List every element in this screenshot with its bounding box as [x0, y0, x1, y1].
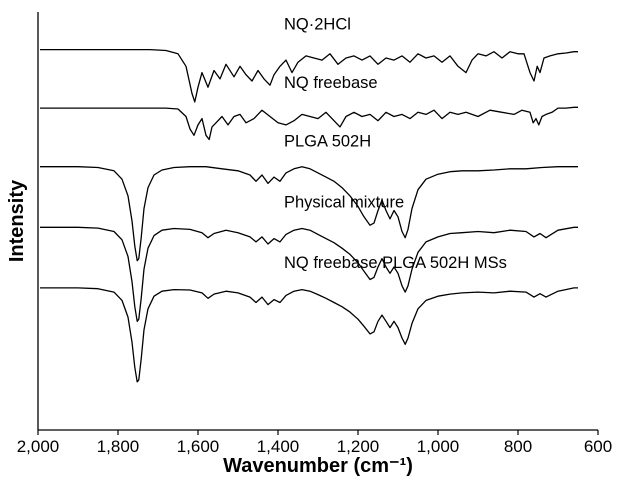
series-label-4: Physical mixture	[284, 193, 404, 211]
y-axis-title: Intensity	[6, 179, 28, 262]
series-line-4	[40, 226, 578, 322]
series-labels: NQ·2HCl NQ freebase PLGA 502H Physical mixt…	[284, 16, 507, 272]
x-ticks: 2,000 1,800 1,600 1,400 1,200 1,000 800 600	[17, 430, 612, 456]
x-tick-label: 800	[504, 437, 532, 456]
series-label-3: PLGA 502H	[284, 133, 371, 151]
x-tick-label: 1,800	[97, 437, 140, 456]
x-axis-title: Wavenumber (cm⁻¹)	[223, 455, 413, 477]
x-tick-label: 1,400	[257, 437, 300, 456]
x-tick-label: 1,200	[337, 437, 380, 456]
x-tick-label: 1,600	[177, 437, 220, 456]
series-line-1	[40, 48, 578, 103]
series-label-2: NQ freebase	[284, 74, 378, 92]
x-tick-label: 1,000	[417, 437, 460, 456]
x-tick-label: 2,000	[17, 437, 60, 456]
axes	[37, 12, 598, 431]
series-line-3	[40, 166, 578, 262]
x-tick-label: 600	[584, 437, 612, 456]
series-line-5	[40, 287, 578, 383]
series-label-1: NQ·2HCl	[284, 16, 351, 34]
series-line-2	[40, 106, 578, 141]
series-label-5: NQ freebase PLGA 502H MSs	[284, 254, 507, 272]
series-lines	[40, 48, 578, 383]
